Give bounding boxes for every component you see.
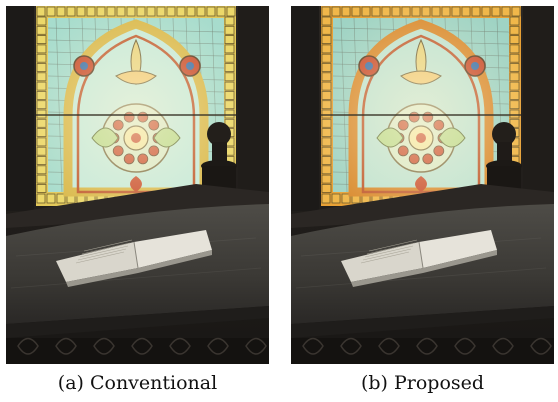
panel-conventional [6, 6, 269, 364]
caption-proposed: (b) Proposed [360, 372, 485, 394]
panel-proposed [291, 6, 554, 364]
caption-conventional: (a) Conventional [57, 372, 218, 394]
